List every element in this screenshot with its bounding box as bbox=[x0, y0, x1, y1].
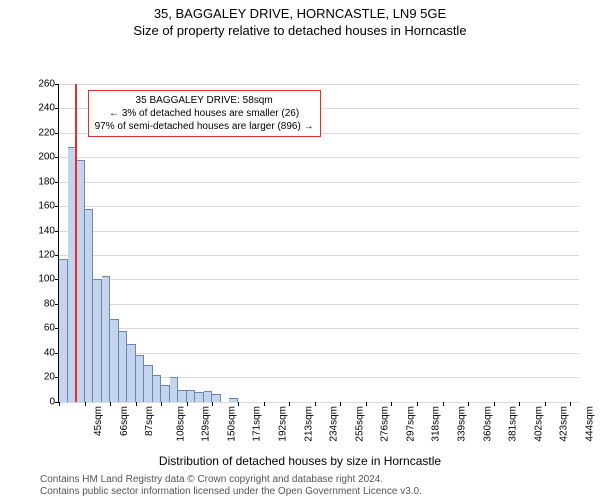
xtick-mark bbox=[315, 402, 316, 406]
xtick-label: 150sqm bbox=[226, 406, 237, 442]
ytick-label: 240 bbox=[38, 103, 59, 114]
xtick-label: 45sqm bbox=[93, 406, 104, 436]
callout-box: 35 BAGGALEY DRIVE: 58sqm← 3% of detached… bbox=[88, 90, 321, 137]
gridline bbox=[59, 84, 579, 85]
ytick-label: 0 bbox=[49, 396, 59, 407]
xtick-label: 318sqm bbox=[431, 406, 442, 442]
ytick-label: 60 bbox=[44, 323, 59, 334]
histogram-bar bbox=[93, 279, 102, 401]
chart-title: 35, BAGGALEY DRIVE, HORNCASTLE, LN9 5GE … bbox=[0, 0, 600, 40]
gridline bbox=[59, 255, 579, 256]
xtick-mark bbox=[494, 402, 495, 406]
ytick-label: 100 bbox=[38, 274, 59, 285]
footer-line-1: Contains HM Land Registry data © Crown c… bbox=[40, 474, 600, 486]
xtick-label: 213sqm bbox=[303, 406, 314, 442]
xtick-label: 129sqm bbox=[201, 406, 212, 442]
histogram-bar bbox=[102, 276, 111, 402]
histogram-bar bbox=[136, 355, 145, 401]
gridline bbox=[59, 353, 579, 354]
gridline bbox=[59, 206, 579, 207]
xtick-label: 192sqm bbox=[278, 406, 289, 442]
xtick-mark bbox=[468, 402, 469, 406]
xtick-mark bbox=[289, 402, 290, 406]
histogram-bar bbox=[59, 259, 68, 402]
xtick-mark bbox=[212, 402, 213, 406]
histogram-bar bbox=[204, 391, 213, 402]
xtick-label: 297sqm bbox=[405, 406, 416, 442]
title-line-1: 35, BAGGALEY DRIVE, HORNCASTLE, LN9 5GE bbox=[0, 6, 600, 23]
histogram-bar bbox=[119, 331, 128, 402]
attribution-footer: Contains HM Land Registry data © Crown c… bbox=[0, 468, 600, 498]
xtick-mark bbox=[391, 402, 392, 406]
gridline bbox=[59, 279, 579, 280]
xtick-label: 444sqm bbox=[584, 406, 595, 442]
footer-line-2: Contains public sector information licen… bbox=[40, 486, 600, 498]
xtick-mark bbox=[519, 402, 520, 406]
xtick-mark bbox=[161, 402, 162, 406]
ytick-label: 260 bbox=[38, 78, 59, 89]
xtick-label: 381sqm bbox=[508, 406, 519, 442]
xtick-mark bbox=[340, 402, 341, 406]
property-marker-line bbox=[75, 84, 77, 402]
gridline bbox=[59, 231, 579, 232]
gridline bbox=[59, 157, 579, 158]
title-line-2: Size of property relative to detached ho… bbox=[0, 23, 600, 40]
histogram-bar bbox=[170, 377, 179, 401]
xtick-label: 108sqm bbox=[175, 406, 186, 442]
histogram-bar bbox=[85, 209, 94, 402]
histogram-bar bbox=[229, 398, 238, 402]
ytick-label: 40 bbox=[44, 347, 59, 358]
xtick-mark bbox=[136, 402, 137, 406]
histogram-bar bbox=[127, 344, 136, 401]
histogram-bar bbox=[195, 392, 204, 402]
xtick-label: 276sqm bbox=[380, 406, 391, 442]
xtick-label: 87sqm bbox=[144, 406, 155, 436]
xtick-mark bbox=[570, 402, 571, 406]
callout-line: 35 BAGGALEY DRIVE: 58sqm bbox=[95, 94, 314, 107]
xtick-label: 402sqm bbox=[533, 406, 544, 442]
ytick-label: 120 bbox=[38, 250, 59, 261]
xtick-label: 423sqm bbox=[559, 406, 570, 442]
callout-line: ← 3% of detached houses are smaller (26) bbox=[95, 107, 314, 120]
xtick-mark bbox=[443, 402, 444, 406]
plot-container: Number of detached properties 0204060801… bbox=[0, 40, 600, 452]
histogram-bar bbox=[212, 394, 221, 401]
gridline bbox=[59, 304, 579, 305]
xtick-mark bbox=[545, 402, 546, 406]
xtick-label: 360sqm bbox=[482, 406, 493, 442]
xtick-mark bbox=[59, 402, 60, 406]
histogram-bar bbox=[76, 160, 85, 402]
xtick-mark bbox=[110, 402, 111, 406]
histogram-bar bbox=[161, 385, 170, 402]
histogram-bar bbox=[187, 390, 196, 402]
ytick-label: 180 bbox=[38, 176, 59, 187]
ytick-label: 200 bbox=[38, 152, 59, 163]
ytick-label: 160 bbox=[38, 201, 59, 212]
xtick-mark bbox=[238, 402, 239, 406]
xtick-mark bbox=[366, 402, 367, 406]
xtick-mark bbox=[85, 402, 86, 406]
xtick-label: 255sqm bbox=[354, 406, 365, 442]
ytick-label: 20 bbox=[44, 372, 59, 383]
gridline bbox=[59, 182, 579, 183]
xtick-label: 171sqm bbox=[252, 406, 263, 442]
xtick-label: 234sqm bbox=[329, 406, 340, 442]
xtick-mark bbox=[187, 402, 188, 406]
histogram-bar bbox=[153, 375, 162, 402]
xtick-mark bbox=[264, 402, 265, 406]
ytick-label: 80 bbox=[44, 298, 59, 309]
ytick-label: 220 bbox=[38, 127, 59, 138]
gridline bbox=[59, 328, 579, 329]
plot-area: 02040608010012014016018020022024026045sq… bbox=[58, 84, 579, 403]
histogram-bar bbox=[178, 390, 187, 402]
callout-line: 97% of semi-detached houses are larger (… bbox=[95, 120, 314, 133]
xtick-label: 66sqm bbox=[119, 406, 130, 436]
ytick-label: 140 bbox=[38, 225, 59, 236]
xtick-mark bbox=[417, 402, 418, 406]
histogram-bar bbox=[144, 365, 153, 402]
x-axis-label: Distribution of detached houses by size … bbox=[0, 454, 600, 468]
histogram-bar bbox=[110, 319, 119, 402]
gridline bbox=[59, 402, 579, 403]
xtick-label: 339sqm bbox=[457, 406, 468, 442]
